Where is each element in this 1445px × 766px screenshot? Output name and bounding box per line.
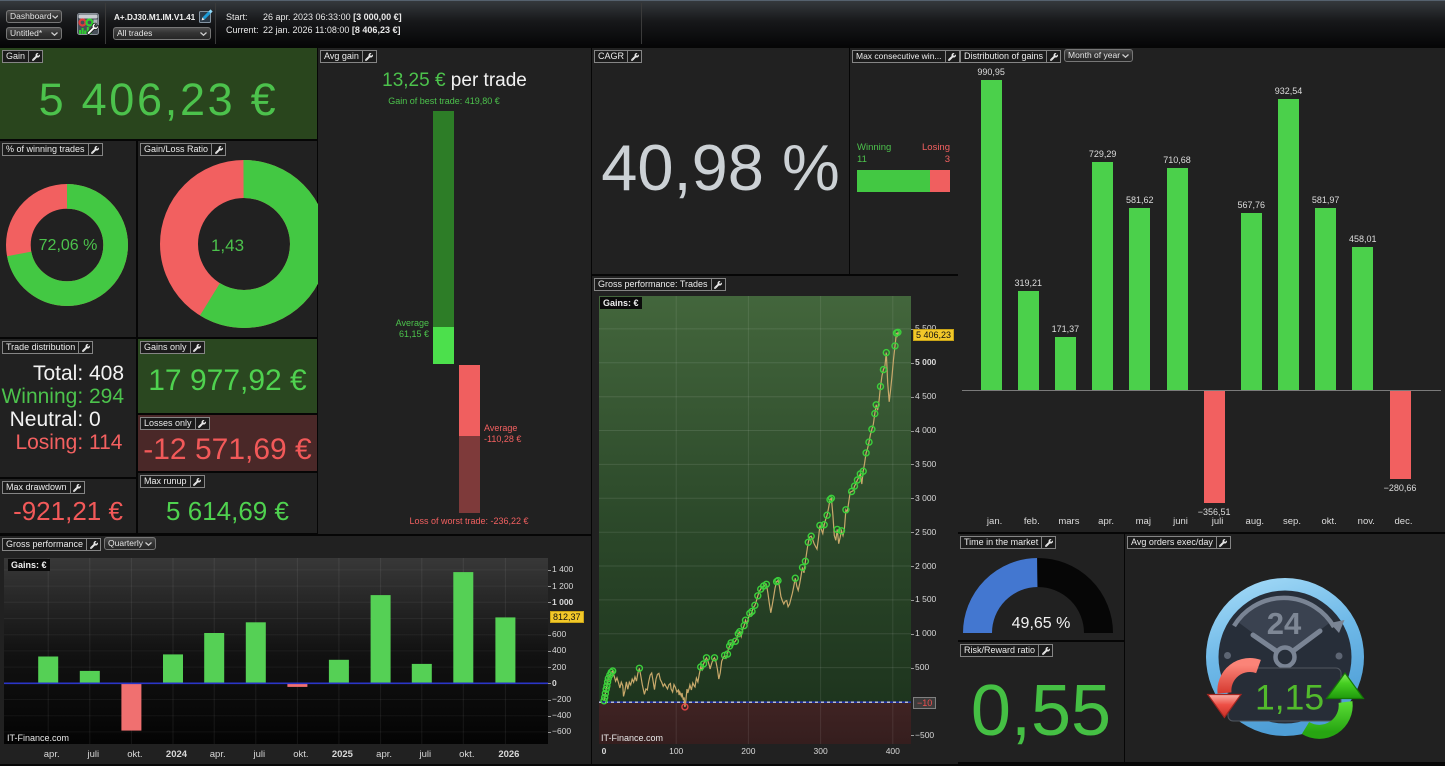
svg-text:24: 24 — [1267, 606, 1302, 641]
svg-text:1,15: 1,15 — [1255, 678, 1324, 718]
